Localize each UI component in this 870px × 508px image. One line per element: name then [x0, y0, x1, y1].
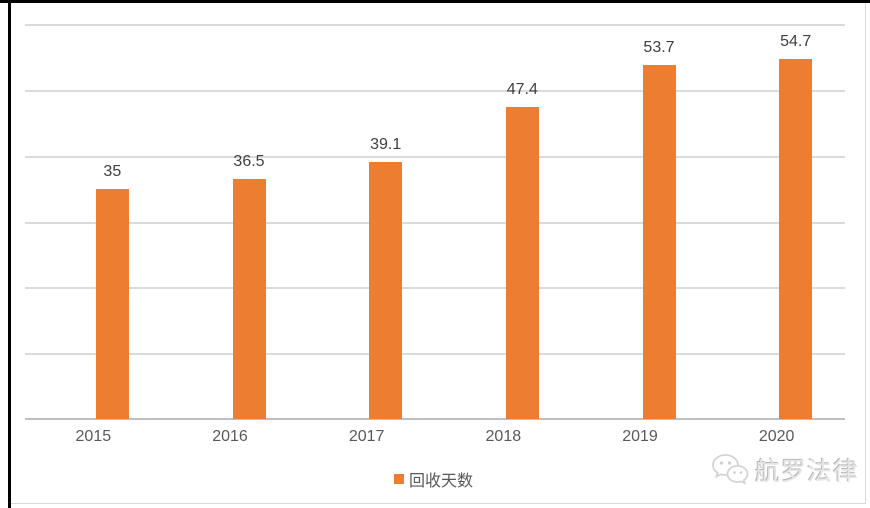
data-label-2016: 36.5: [233, 152, 265, 170]
data-label-2015: 35: [103, 162, 122, 180]
gridline-60: [25, 24, 845, 26]
wechat-icon: [710, 451, 750, 489]
x-label-2016: 2016: [212, 428, 248, 445]
watermark-text: 航罗法律: [755, 458, 860, 486]
bar-2016: [232, 178, 266, 419]
watermark: 航罗法律: [710, 451, 859, 489]
data-label-2020: 54.7: [780, 32, 812, 50]
gridline-20: [25, 287, 845, 290]
data-label-2019: 53.7: [643, 39, 675, 57]
data-label-2018: 47.4: [506, 80, 538, 98]
bar-2019: [642, 65, 676, 419]
x-label-2019: 2019: [622, 428, 658, 445]
x-axis-line: [25, 418, 845, 420]
x-label-2017: 2017: [348, 428, 385, 445]
x-label-2018: 2018: [485, 428, 522, 445]
frame-top-border: [0, 0, 870, 3]
legend-label: 回收天数: [409, 473, 474, 490]
gridline-50: [25, 89, 845, 92]
gridline-30: [25, 221, 845, 224]
bar-2020: [779, 58, 813, 419]
bar-2017: [369, 161, 403, 419]
bar-2015: [95, 188, 129, 419]
gridline-40: [25, 155, 845, 158]
data-label-2017: 39.1: [370, 135, 402, 153]
bar-2018: [505, 106, 539, 419]
legend: 回收天数: [394, 467, 473, 491]
gridline-10: [25, 353, 845, 356]
legend-swatch-icon: [394, 474, 404, 484]
x-label-2020: 2020: [758, 428, 795, 445]
frame-left-border: [8, 0, 11, 508]
x-label-2015: 2015: [75, 428, 112, 445]
